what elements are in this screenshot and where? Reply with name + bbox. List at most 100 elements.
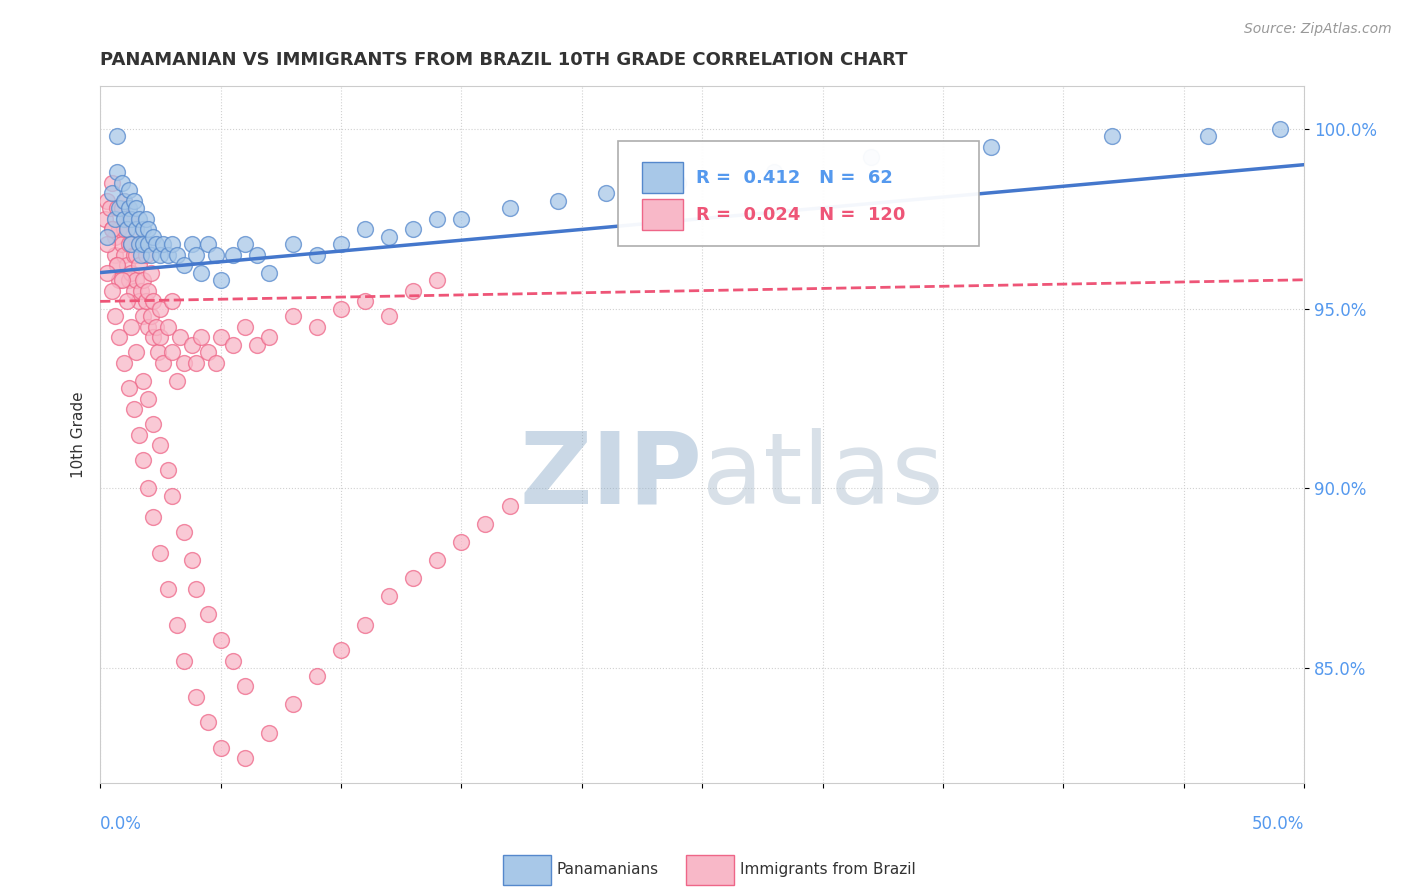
Point: [112, 355, 135, 369]
Point: [105, 259, 128, 273]
Point: [980, 139, 1002, 153]
Point: [450, 211, 472, 226]
Point: [305, 319, 328, 334]
Text: Source: ZipAtlas.com: Source: ZipAtlas.com: [1244, 22, 1392, 37]
Point: [96, 194, 118, 208]
FancyBboxPatch shape: [643, 199, 683, 230]
Point: [96, 236, 118, 251]
Point: [112, 194, 135, 208]
Point: [115, 294, 138, 309]
Point: [173, 524, 195, 539]
Point: [125, 222, 148, 236]
Point: [354, 618, 377, 632]
Point: [112, 247, 135, 261]
Point: [197, 236, 219, 251]
Point: [115, 222, 138, 236]
Point: [136, 319, 159, 334]
Point: [120, 211, 142, 226]
Point: [233, 319, 256, 334]
Point: [132, 452, 155, 467]
Point: [1197, 128, 1219, 143]
Point: [118, 381, 141, 395]
Point: [221, 654, 243, 668]
Point: [136, 284, 159, 298]
Text: R =  0.024   N =  120: R = 0.024 N = 120: [696, 206, 905, 224]
Point: [378, 309, 401, 323]
Point: [145, 319, 167, 334]
Point: [426, 553, 449, 567]
Point: [129, 284, 152, 298]
Text: Immigrants from Brazil: Immigrants from Brazil: [740, 863, 915, 877]
Point: [166, 618, 188, 632]
Point: [221, 337, 243, 351]
Point: [547, 194, 569, 208]
Point: [103, 309, 125, 323]
Text: 50.0%: 50.0%: [1251, 815, 1305, 833]
Point: [111, 273, 134, 287]
Point: [139, 309, 162, 323]
Point: [128, 259, 150, 273]
Point: [329, 301, 352, 316]
Point: [233, 236, 256, 251]
Point: [118, 236, 141, 251]
Point: [498, 201, 520, 215]
Point: [101, 222, 124, 236]
Point: [112, 194, 135, 208]
Point: [156, 582, 179, 597]
Point: [101, 176, 124, 190]
Point: [128, 211, 150, 226]
Point: [763, 165, 786, 179]
Point: [197, 344, 219, 359]
Point: [142, 417, 165, 431]
Point: [125, 273, 148, 287]
Point: [354, 222, 377, 236]
Point: [122, 284, 145, 298]
Point: [136, 222, 159, 236]
Point: [257, 726, 280, 740]
Point: [180, 236, 202, 251]
Point: [354, 294, 377, 309]
Point: [233, 679, 256, 693]
Point: [118, 211, 141, 226]
Point: [221, 247, 243, 261]
Point: [156, 247, 179, 261]
Point: [169, 330, 191, 344]
Point: [115, 211, 138, 226]
Point: [162, 489, 184, 503]
Point: [197, 607, 219, 622]
Point: [305, 668, 328, 682]
Point: [173, 654, 195, 668]
Point: [197, 715, 219, 730]
Text: R =  0.412   N =  62: R = 0.412 N = 62: [696, 169, 893, 186]
Point: [209, 740, 232, 755]
Point: [122, 402, 145, 417]
FancyBboxPatch shape: [617, 141, 979, 246]
Point: [209, 632, 232, 647]
Point: [112, 222, 135, 236]
Point: [1268, 121, 1291, 136]
Point: [233, 751, 256, 765]
Point: [118, 273, 141, 287]
Point: [204, 247, 226, 261]
Point: [128, 294, 150, 309]
Point: [108, 222, 131, 236]
Point: [209, 330, 232, 344]
Point: [108, 201, 131, 215]
Point: [132, 236, 155, 251]
Point: [305, 247, 328, 261]
Point: [152, 355, 174, 369]
Point: [173, 259, 195, 273]
Point: [426, 273, 449, 287]
Point: [128, 236, 150, 251]
Text: atlas: atlas: [702, 428, 943, 524]
Point: [111, 236, 134, 251]
Point: [125, 247, 148, 261]
Point: [180, 337, 202, 351]
Point: [112, 211, 135, 226]
Point: [135, 247, 157, 261]
Point: [125, 222, 148, 236]
Point: [162, 344, 184, 359]
Text: Panamanians: Panamanians: [557, 863, 659, 877]
Point: [111, 176, 134, 190]
Point: [132, 309, 155, 323]
